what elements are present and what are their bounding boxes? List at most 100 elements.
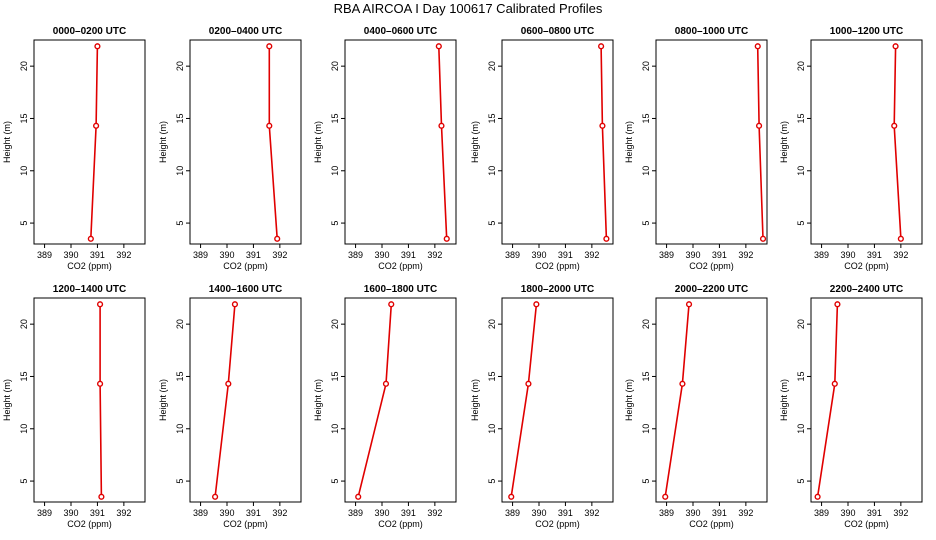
x-tick-label: 389 — [814, 508, 829, 518]
x-axis-label: CO2 (ppm) — [844, 261, 889, 271]
x-axis-label: CO2 (ppm) — [689, 261, 734, 271]
profile-point — [443, 235, 450, 242]
x-tick-label: 392 — [738, 508, 753, 518]
profile-point — [388, 301, 395, 308]
profile-point — [679, 380, 686, 387]
profile-point — [814, 493, 821, 500]
profile-line — [816, 304, 839, 497]
profile-point — [892, 43, 899, 50]
y-tick-label: 5 — [19, 221, 29, 226]
y-tick-label: 15 — [175, 113, 185, 123]
y-tick-label: 10 — [175, 166, 185, 176]
page-title: RBA AIRCOA I Day 100617 Calibrated Profi… — [333, 1, 603, 16]
panel-frame — [344, 39, 457, 245]
x-axis-label: CO2 (ppm) — [535, 261, 580, 271]
y-tick-label: 15 — [330, 371, 340, 381]
panel-4: 0800–1000 UTC 389 390 391 392 5 10 15 20 CO2 (ppm… — [624, 26, 768, 271]
x-tick-label: 389 — [193, 508, 208, 518]
x-tick-label: 389 — [348, 250, 363, 260]
profile-point — [93, 122, 100, 129]
panel-1: 0200–0400 UTC 389 390 391 392 5 10 15 20 CO2 (ppm… — [158, 26, 302, 271]
panel-frame — [344, 297, 457, 503]
x-tick-label: 391 — [867, 250, 882, 260]
y-tick-label: 5 — [487, 221, 497, 226]
panel-frame — [501, 297, 614, 503]
profile-line — [893, 46, 902, 239]
x-axis-label: CO2 (ppm) — [67, 519, 112, 529]
panel-title: 1400–1600 UTC — [209, 284, 282, 295]
profile-point — [603, 235, 610, 242]
y-tick-label: 15 — [487, 113, 497, 123]
x-tick-label: 390 — [63, 250, 78, 260]
y-tick-label: 20 — [19, 319, 29, 329]
panel-frame — [655, 39, 768, 245]
profile-point — [266, 122, 273, 129]
x-tick-label: 389 — [193, 250, 208, 260]
x-tick-label: 389 — [505, 508, 520, 518]
x-tick-label: 390 — [531, 508, 546, 518]
x-tick-label: 390 — [840, 508, 855, 518]
panel-5: 1000–1200 UTC 389 390 391 392 5 10 15 20 CO2 (ppm… — [779, 26, 923, 271]
x-tick-label: 392 — [272, 508, 287, 518]
y-tick-label: 5 — [796, 221, 806, 226]
x-tick-label: 390 — [219, 508, 234, 518]
x-axis-label: CO2 (ppm) — [844, 519, 889, 529]
x-tick-label: 392 — [116, 508, 131, 518]
profile-point — [598, 43, 605, 50]
y-tick-label: 15 — [330, 113, 340, 123]
profile-point — [231, 301, 239, 308]
profile-point — [266, 43, 273, 50]
panel-title: 1200–1400 UTC — [53, 284, 126, 295]
y-tick-label: 10 — [330, 166, 340, 176]
y-tick-label: 5 — [641, 479, 651, 484]
x-tick-label: 389 — [659, 508, 674, 518]
x-tick-label: 391 — [558, 250, 573, 260]
panel-frame — [655, 297, 768, 503]
x-tick-label: 392 — [427, 508, 442, 518]
x-tick-label: 391 — [401, 508, 416, 518]
x-axis-label: CO2 (ppm) — [223, 261, 268, 271]
y-axis-label: Height (m) — [313, 379, 323, 421]
y-tick-label: 5 — [641, 221, 651, 226]
y-tick-label: 10 — [19, 166, 29, 176]
panel-10: 2000–2200 UTC 389 390 391 392 5 10 15 20 CO2 (ppm… — [624, 284, 768, 529]
profile-point — [599, 122, 606, 129]
profile-line — [438, 46, 448, 239]
x-tick-label: 390 — [374, 508, 389, 518]
x-tick-label: 392 — [584, 508, 599, 518]
profile-line — [214, 304, 236, 497]
profile-point — [87, 235, 94, 242]
y-axis-label: Height (m) — [158, 379, 168, 421]
profile-line — [664, 304, 690, 497]
panel-title: 1000–1200 UTC — [830, 26, 903, 37]
y-tick-label: 10 — [641, 424, 651, 434]
panel-2: 0400–0600 UTC 389 390 391 392 5 10 15 20 CO2 (ppm… — [313, 26, 457, 271]
panel-title: 1600–1800 UTC — [364, 284, 437, 295]
x-tick-label: 391 — [246, 250, 261, 260]
x-axis-label: CO2 (ppm) — [689, 519, 734, 529]
y-tick-label: 20 — [487, 319, 497, 329]
x-tick-label: 391 — [558, 508, 573, 518]
y-tick-label: 5 — [330, 479, 340, 484]
y-tick-label: 10 — [19, 424, 29, 434]
x-axis-label: CO2 (ppm) — [378, 261, 423, 271]
y-tick-label: 5 — [19, 479, 29, 484]
y-tick-label: 15 — [641, 113, 651, 123]
x-tick-label: 389 — [814, 250, 829, 260]
panel-title: 2000–2200 UTC — [675, 284, 748, 295]
profile-line — [99, 304, 103, 497]
x-tick-label: 391 — [246, 508, 261, 518]
panel-9: 1800–2000 UTC 389 390 391 392 5 10 15 20 CO2 (ppm… — [470, 284, 614, 529]
y-axis-label: Height (m) — [624, 379, 634, 421]
y-tick-label: 10 — [641, 166, 651, 176]
y-tick-label: 15 — [175, 371, 185, 381]
profile-point — [662, 493, 669, 500]
x-tick-label: 391 — [90, 508, 105, 518]
y-tick-label: 15 — [796, 371, 806, 381]
y-axis-label: Height (m) — [779, 379, 789, 421]
profile-point — [759, 235, 767, 242]
profile-line — [510, 304, 538, 497]
x-axis-label: CO2 (ppm) — [535, 519, 580, 529]
x-tick-label: 392 — [738, 250, 753, 260]
